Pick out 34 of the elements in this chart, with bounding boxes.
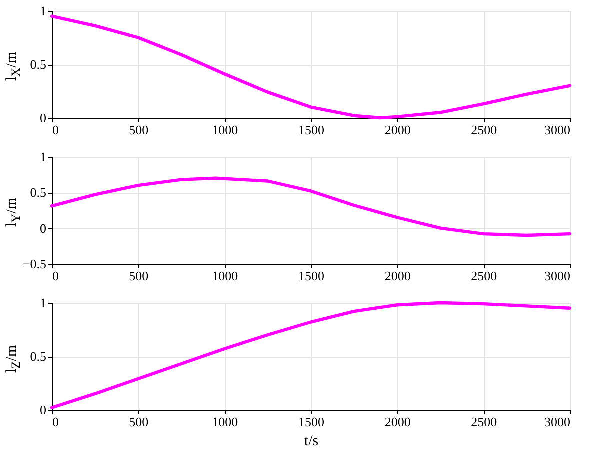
x-tick-label: 2500 bbox=[471, 414, 498, 430]
x-tick-label: 1000 bbox=[212, 268, 238, 284]
x-tick-label: 3000 bbox=[544, 414, 570, 430]
x-tick-label: 1500 bbox=[298, 268, 324, 284]
x-tick-label: 1000 bbox=[212, 414, 238, 430]
x-tick-label: 2500 bbox=[471, 122, 498, 138]
y-tick-label: 0.5 bbox=[30, 185, 46, 200]
x-tick-label: 3000 bbox=[544, 122, 570, 138]
x-tick-label: 0 bbox=[52, 414, 59, 430]
line-series bbox=[50, 14, 572, 120]
x-tick-label: 500 bbox=[129, 268, 149, 284]
x-tick-label: 500 bbox=[129, 122, 149, 138]
y-tick-label: 0.5 bbox=[30, 57, 46, 72]
x-tick-label: 3000 bbox=[544, 268, 570, 284]
x-tick-label: 1500 bbox=[298, 414, 324, 430]
line-series bbox=[50, 176, 572, 238]
y-tick-label: 0 bbox=[40, 402, 46, 418]
y-tick-label: −0.5 bbox=[22, 256, 46, 272]
y-tick-label: 1 bbox=[40, 4, 46, 18]
x-tick-label: 0 bbox=[52, 268, 59, 284]
x-tick-label: 2000 bbox=[384, 268, 411, 284]
x-tick-label: 1500 bbox=[298, 122, 324, 138]
y-tick-label: 1 bbox=[40, 296, 46, 310]
x-tick-label: 500 bbox=[129, 414, 149, 430]
y-tick-label: 0 bbox=[40, 220, 46, 236]
x-axis-title: t/s bbox=[304, 434, 319, 450]
x-tick-label: 0 bbox=[52, 122, 59, 138]
x-tick-label: 1000 bbox=[212, 122, 238, 138]
x-tick-label: 2000 bbox=[384, 414, 411, 430]
x-tick-label: 2500 bbox=[471, 268, 498, 284]
x-tick-label: 2000 bbox=[384, 122, 411, 138]
y-tick-label: 0 bbox=[40, 110, 46, 126]
y-tick-label: 1 bbox=[40, 150, 46, 164]
y-tick-label: 0.5 bbox=[30, 349, 46, 364]
